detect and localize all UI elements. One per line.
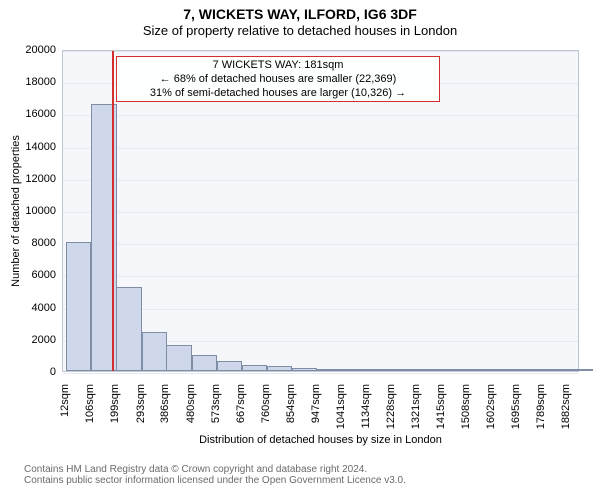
x-axis-label: Distribution of detached houses by size …: [199, 434, 442, 446]
y-tick-label: 2000: [16, 334, 56, 346]
x-tick-label: 199sqm: [109, 384, 121, 434]
x-tick-label: 480sqm: [185, 384, 197, 434]
histogram-bar: [267, 366, 292, 371]
histogram-bar: [367, 369, 392, 371]
histogram-bar: [292, 368, 317, 371]
x-tick-label: 1415sqm: [435, 384, 447, 434]
x-tick-label: 106sqm: [84, 384, 96, 434]
annotation-line: 31% of semi-detached houses are larger (…: [121, 87, 435, 101]
y-tick-label: 20000: [16, 44, 56, 56]
annotation-line: 7 WICKETS WAY: 181sqm: [121, 59, 435, 73]
gridline: [63, 148, 578, 149]
y-tick-label: 16000: [16, 108, 56, 120]
x-tick-label: 1882sqm: [560, 384, 572, 434]
annotation-box: 7 WICKETS WAY: 181sqm← 68% of detached h…: [116, 56, 440, 102]
histogram-bar: [567, 369, 592, 371]
x-tick-label: 1134sqm: [360, 384, 372, 434]
x-tick-label: 760sqm: [260, 384, 272, 434]
gridline: [63, 244, 578, 245]
histogram-bar: [417, 369, 442, 371]
y-tick-label: 6000: [16, 269, 56, 281]
y-tick-label: 4000: [16, 302, 56, 314]
chart-title: 7, WICKETS WAY, ILFORD, IG6 3DF: [0, 0, 600, 23]
gridline: [63, 373, 578, 374]
x-tick-label: 1695sqm: [510, 384, 522, 434]
histogram-bar: [242, 365, 267, 371]
x-tick-label: 1602sqm: [485, 384, 497, 434]
histogram-bar: [492, 369, 517, 371]
y-tick-label: 10000: [16, 205, 56, 217]
marker-line: [112, 51, 114, 371]
y-tick-label: 0: [16, 366, 56, 378]
histogram-bar: [467, 369, 492, 371]
x-tick-label: 1321sqm: [410, 384, 422, 434]
x-tick-label: 12sqm: [59, 384, 71, 434]
y-tick-label: 18000: [16, 76, 56, 88]
x-tick-label: 293sqm: [135, 384, 147, 434]
chart-subtitle: Size of property relative to detached ho…: [0, 23, 600, 40]
y-tick-label: 12000: [16, 173, 56, 185]
y-tick-label: 14000: [16, 141, 56, 153]
gridline: [63, 115, 578, 116]
histogram-bar: [142, 332, 167, 371]
footer-line: Contains public sector information licen…: [24, 475, 406, 486]
histogram-bar: [442, 369, 467, 371]
histogram-bar: [317, 369, 342, 371]
x-tick-label: 667sqm: [235, 384, 247, 434]
y-tick-label: 8000: [16, 237, 56, 249]
x-tick-label: 1789sqm: [535, 384, 547, 434]
gridline: [63, 276, 578, 277]
annotation-line: ← 68% of detached houses are smaller (22…: [121, 73, 435, 87]
x-tick-label: 1041sqm: [335, 384, 347, 434]
gridline: [63, 180, 578, 181]
histogram-bar: [542, 369, 567, 371]
x-tick-label: 573sqm: [210, 384, 222, 434]
footer-credits: Contains HM Land Registry data © Crown c…: [24, 464, 406, 486]
histogram-bar: [192, 355, 217, 371]
histogram-bar: [517, 369, 542, 371]
y-axis-label: Number of detached properties: [10, 135, 22, 287]
gridline: [63, 212, 578, 213]
x-tick-label: 854sqm: [285, 384, 297, 434]
x-tick-label: 1508sqm: [460, 384, 472, 434]
gridline: [63, 51, 578, 52]
histogram-bar: [392, 369, 417, 371]
histogram-bar: [217, 361, 242, 371]
histogram-bar: [342, 369, 367, 371]
x-tick-label: 386sqm: [159, 384, 171, 434]
footer-line: Contains HM Land Registry data © Crown c…: [24, 464, 406, 475]
x-tick-label: 1228sqm: [385, 384, 397, 434]
x-tick-label: 947sqm: [310, 384, 322, 434]
histogram-bar: [166, 345, 191, 371]
histogram-bar: [66, 242, 91, 371]
histogram-bar: [116, 287, 141, 371]
